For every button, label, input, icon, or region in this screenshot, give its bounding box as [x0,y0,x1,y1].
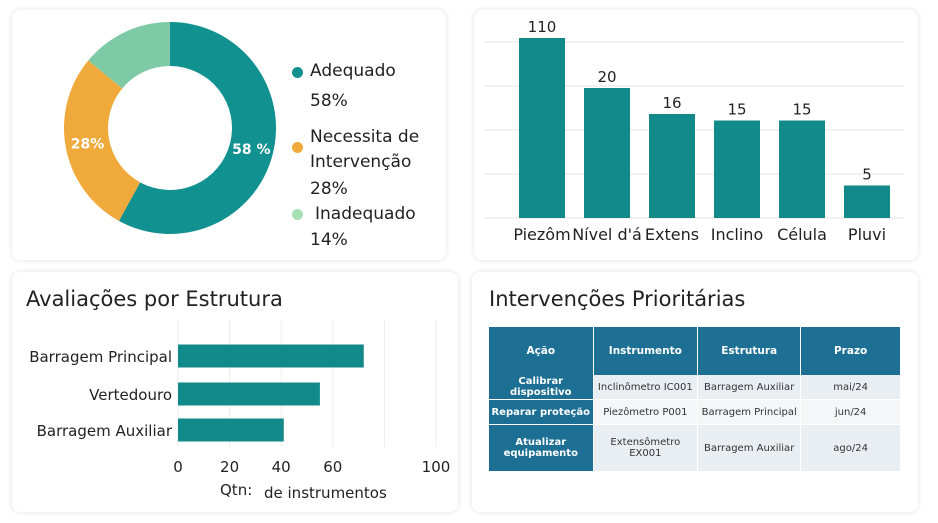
bar-0 [519,38,565,218]
legend-label-adequado: Adequado [310,61,396,81]
cell-prazo: ago/24 [800,424,901,472]
x-tick-label: 20 [220,458,239,476]
legend-label-inadequado: Inadequado [315,204,416,224]
col-header-instrumento: Instrumento [593,327,699,375]
cell-prazo: mai/24 [800,375,901,400]
bar-value-label: 110 [528,18,557,36]
legend-dot-adequado [292,67,303,78]
hbar-1 [178,382,320,406]
donut-slice-adequado [118,22,276,234]
structure-bar-chart: Barragem Principal Vertedouro Barragem Aux… [29,320,451,502]
bar-value-label: 16 [662,94,681,112]
cell-estrutura: Barragem Principal [697,399,802,425]
donut-label-necessita: 28% [71,137,105,153]
legend-label-necessita-line1: Necessita de [310,127,420,147]
cell-acao: Atualizar equipamento [489,424,594,472]
legend-dot-inadequado [292,209,303,220]
bar-category-label: Nível d'á [572,225,642,244]
cell-acao: Calibrar dispositivo [489,375,594,400]
col-header-acao: Ação [489,327,594,375]
interventions-title: Intervenções Prioritárias [489,287,746,311]
donut-label-adequado: 58 % [232,142,270,158]
instrument-bar-panel: 110 Piezôm 20 Nível d'á 16 Extens 15 Inclino 15 C… [474,10,918,260]
x-axis-label: de instrumentos [264,484,387,502]
bar-5 [844,185,890,218]
bar-1 [584,88,630,218]
donut-slice-necessita [63,60,141,221]
table-row: Calibrar dispositivo Inclinômetro IC001 … [489,375,901,400]
legend-pct-adequado: 58% [310,91,348,111]
x-axis-label-prefix: Qtn: [220,481,252,499]
structure-bar-panel: Avaliações por Estrutura Barragem Princi… [12,272,458,512]
cell-estrutura: Barragem Auxiliar [697,424,802,472]
interventions-table: Ação Instrumento Estrutura Prazo Calibra… [489,327,901,472]
status-donut-chart: 58 % 28% [63,21,276,234]
table-header-row: Ação Instrumento Estrutura Prazo [489,327,901,375]
structure-chart-title: Avaliações por Estrutura [26,287,283,311]
legend-label-necessita-line2: Intervenção [310,152,412,172]
bar-category-label: Inclino [711,225,763,244]
hbar-category-label: Barragem Principal [29,348,172,366]
x-tick-label: 60 [323,458,342,476]
table-row: Atualizar equipamento Extensômetro EX001… [489,424,901,472]
cell-instrumento: Piezômetro P001 [593,399,699,425]
status-donut-panel: 58 % 28% Adequado 58% Necessita de Interv… [12,10,446,260]
cell-estrutura: Barragem Auxiliar [697,375,802,400]
bar-category-label: Piezôm [513,225,570,244]
x-tick-label: 40 [272,458,291,476]
cell-instrumento: Extensômetro EX001 [593,424,699,472]
bar-value-label: 15 [727,101,746,119]
legend-pct-necessita: 28% [310,179,348,199]
x-tick-label: 100 [422,458,451,476]
hbar-category-label: Vertedouro [89,386,172,404]
bar-2 [649,114,695,218]
col-header-estrutura: Estrutura [697,327,802,375]
legend-pct-inadequado: 14% [310,230,348,250]
donut-slice-inadequado [88,21,170,89]
hbar-category-label: Barragem Auxiliar [37,422,173,440]
bar-value-label: 5 [862,166,872,184]
bar-3 [714,120,760,218]
cell-prazo: jun/24 [800,399,901,425]
instrument-bar-chart: 110 Piezôm 20 Nível d'á 16 Extens 15 Inclino 15 C… [484,18,904,244]
cell-acao: Reparar proteção [489,399,594,425]
bar-category-label: Pluvi [848,225,886,244]
bar-value-label: 20 [597,68,616,86]
bar-category-label: Célula [777,225,827,244]
table-row: Reparar proteção Piezômetro P001 Barrage… [489,399,901,425]
interventions-panel: Intervenções Prioritárias Ação Instrumen… [472,272,918,512]
legend-dot-necessita [292,142,303,153]
hbar-2 [178,418,284,442]
cell-instrumento: Inclinômetro IC001 [593,375,699,400]
hbar-0 [178,344,364,368]
col-header-prazo: Prazo [800,327,901,375]
bar-value-label: 15 [792,101,811,119]
x-tick-label: 0 [173,458,183,476]
bar-category-label: Extens [645,225,699,244]
bar-4 [779,120,825,218]
